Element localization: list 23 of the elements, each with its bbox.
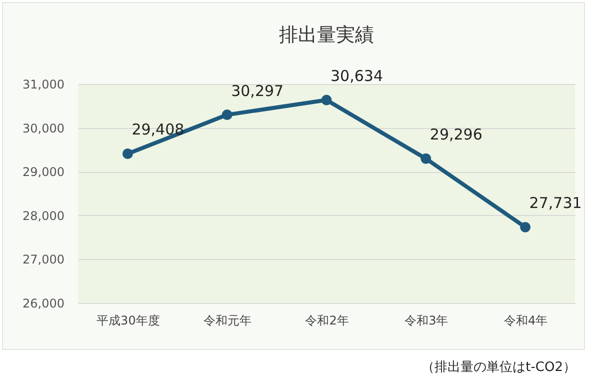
- data-label: 30,297: [231, 82, 284, 100]
- x-tick-label: 令和元年: [204, 314, 252, 328]
- y-tick-label: 31,000: [22, 78, 64, 92]
- data-label: 29,296: [430, 126, 482, 144]
- point: [122, 148, 133, 159]
- x-tick-label: 令和4年: [504, 314, 548, 328]
- point: [420, 153, 432, 164]
- y-tick-label: 30,000: [22, 121, 64, 136]
- data-label: 29,408: [132, 120, 184, 139]
- y-tick-label: 28,000: [22, 208, 64, 223]
- point: [520, 222, 531, 232]
- chart-title: 排出量実績: [279, 24, 374, 46]
- y-tick-label: 27,000: [22, 252, 64, 267]
- y-tick-label: 29,000: [22, 165, 64, 180]
- data-label: 30,634: [330, 67, 383, 86]
- x-tick-label: 令和3年: [404, 314, 448, 328]
- point: [321, 94, 332, 106]
- text: （排出量の単位はt-CO2）: [422, 359, 576, 376]
- data-label: 27,731: [529, 194, 582, 212]
- point: [222, 110, 232, 120]
- x-tick-label: 令和2年: [305, 314, 349, 328]
- y-tick-label: 26,000: [22, 296, 64, 310]
- x-tick-label: 平成30年度: [96, 314, 160, 328]
